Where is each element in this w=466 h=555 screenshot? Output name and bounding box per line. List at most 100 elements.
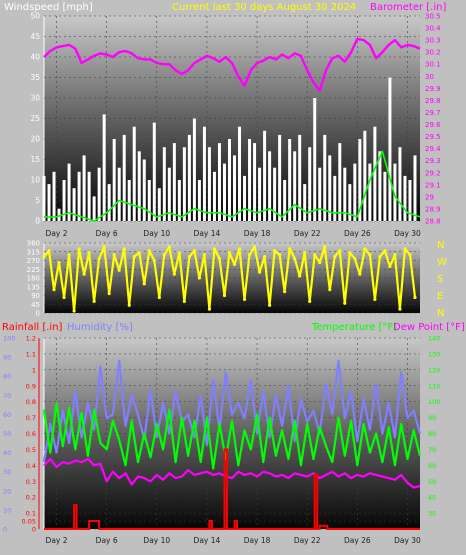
windspeed-bar [207, 147, 211, 221]
y-tick-label-left: 40 [30, 53, 40, 62]
windspeed-bar [217, 143, 221, 221]
wind-direction-point [273, 249, 277, 253]
wind-direction-point [57, 260, 61, 265]
y-tick-label-temp: 110 [428, 382, 440, 390]
windspeed-bar [413, 155, 417, 221]
y-tick-label-rain: 1.1 [26, 350, 36, 358]
y-tick-label-humidity: 80 [3, 373, 11, 381]
x-tick-label: Day 26 [344, 229, 371, 238]
y-tick-label: 225 [27, 266, 40, 274]
y-tick-label-humidity: 40 [3, 449, 11, 457]
windspeed-bar [197, 180, 201, 221]
y-tick-label-temp: 120 [428, 366, 440, 374]
wind-direction-point [408, 253, 412, 257]
direction-label-n-bottom: N [437, 308, 444, 319]
wind-direction-point [217, 256, 222, 261]
windspeed-bar [142, 159, 146, 221]
windspeed-label: Windspeed [mph] [4, 2, 93, 13]
y-tick-label-right: 29.6 [425, 121, 441, 129]
windspeed-bar [127, 180, 131, 221]
wind-direction-point [328, 288, 332, 292]
wind-direction-point [398, 307, 402, 311]
y-tick-label-temp: 60 [428, 462, 436, 470]
wind-direction-point [232, 262, 237, 266]
windspeed-bar [293, 151, 297, 221]
wind-direction-point [187, 255, 191, 259]
y-tick-label-rain: 0.3 [26, 478, 36, 486]
wind-direction-point [373, 297, 377, 301]
windspeed-bar [222, 163, 226, 221]
wind-direction-point [393, 253, 397, 257]
windspeed-bar [122, 134, 126, 221]
wind-direction-point [197, 276, 202, 280]
x-tick-label: Day 6 [96, 229, 118, 238]
y-tick-label-right: 30.3 [425, 37, 441, 45]
wind-direction-point [112, 253, 116, 257]
y-tick-label-right: 29.9 [425, 85, 441, 93]
wind-direction-point [202, 253, 207, 257]
windspeed-bar [378, 151, 382, 221]
windspeed-bar [318, 167, 322, 221]
y-tick-label-temp: 70 [428, 446, 436, 454]
wind-direction-point [132, 255, 136, 259]
wind-direction-point [107, 291, 111, 296]
wind-direction-point [298, 274, 302, 278]
windspeed-bar [92, 196, 96, 221]
wind-direction-point [247, 253, 252, 257]
windspeed-bar [72, 188, 76, 221]
wind-direction-point [62, 295, 66, 300]
y-tick-label-right: 30.4 [425, 25, 441, 33]
dewpoint-series-line [43, 457, 421, 489]
wind-direction-point [82, 272, 86, 276]
windspeed-bar [187, 134, 191, 221]
y-tick-label-temp: 100 [428, 398, 440, 406]
windspeed-bar [283, 180, 287, 221]
y-tick-label-rain: 0.5 [26, 446, 36, 454]
wind-direction-point [92, 299, 96, 303]
y-tick-label-humidity: 0 [3, 526, 7, 534]
windspeed-bar [353, 163, 357, 221]
rainfall-label: Rainfall [.in] [2, 322, 63, 333]
wind-direction-point [77, 247, 81, 251]
wind-direction-point [167, 245, 171, 249]
y-tick-label-right: 29.7 [425, 109, 441, 117]
windspeed-bar [303, 184, 307, 221]
x-tick-label: Day 10 [143, 229, 170, 238]
y-tick-label-left: 15 [30, 155, 40, 164]
wind-direction-point [52, 288, 56, 292]
y-tick-label-right: 28.9 [425, 205, 441, 213]
y-tick-label-right: 30.2 [425, 49, 441, 57]
wind-direction-point [318, 260, 322, 265]
y-tick-label: 270 [27, 257, 40, 265]
wind-direction-point [268, 303, 272, 307]
dewpoint-label: Dew Point [°F] [393, 322, 465, 333]
y-tick-label-left: 0 [35, 217, 40, 226]
windspeed-bar [102, 114, 106, 221]
y-tick-label-rain: 0.1 [26, 510, 36, 518]
windspeed-bar [308, 147, 312, 221]
wind-direction-point [222, 293, 227, 298]
windspeed-bar [167, 167, 171, 221]
wind-direction-point [388, 264, 392, 268]
x-tick-label: Day 30 [394, 536, 421, 545]
windspeed-bar [408, 180, 412, 221]
wind-direction-point [42, 255, 46, 259]
wind-direction-point [333, 255, 337, 259]
x-tick-label: Day 10 [143, 536, 170, 545]
y-tick-label-humidity: 30 [3, 468, 11, 476]
rain-humidity-temperature-plot: 00.050.10.20.30.40.50.60.70.80.911.11.20… [3, 335, 440, 546]
windspeed-bar [398, 147, 402, 221]
y-tick-label-temp: 90 [428, 414, 436, 422]
windspeed-bar [192, 118, 196, 221]
wind-direction-point [237, 247, 242, 251]
windspeed-bar [42, 175, 46, 221]
wind-direction-point [252, 245, 257, 249]
y-tick-label-temp: 30 [428, 510, 436, 518]
wind-direction-point [288, 247, 292, 251]
temperature-series-line [42, 402, 422, 470]
windspeed-bar [57, 208, 61, 221]
y-tick-label: 180 [27, 275, 40, 283]
y-tick-label-left: 10 [30, 176, 40, 185]
windspeed-bar [162, 147, 166, 221]
y-tick-label-temp: 140 [428, 335, 440, 343]
